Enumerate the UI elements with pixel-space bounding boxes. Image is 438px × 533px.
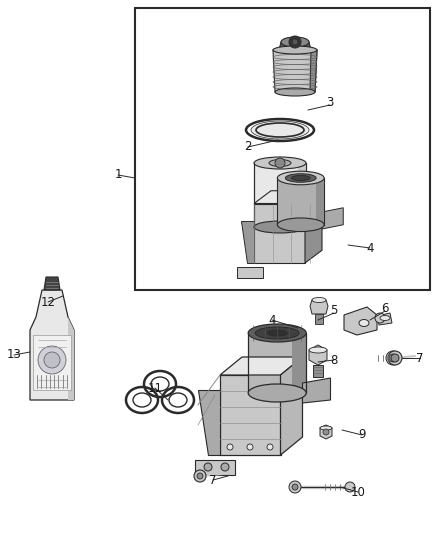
Circle shape — [275, 158, 285, 168]
Text: 11: 11 — [148, 382, 162, 394]
Polygon shape — [273, 50, 317, 92]
Polygon shape — [241, 221, 254, 263]
Ellipse shape — [267, 330, 287, 336]
Polygon shape — [248, 333, 306, 393]
Text: 7: 7 — [416, 351, 424, 365]
Ellipse shape — [269, 159, 291, 166]
Circle shape — [388, 351, 402, 365]
Polygon shape — [277, 178, 324, 225]
Polygon shape — [322, 208, 343, 229]
Circle shape — [292, 39, 298, 45]
Polygon shape — [198, 390, 220, 455]
Polygon shape — [320, 425, 332, 439]
Text: 8: 8 — [330, 353, 338, 367]
Ellipse shape — [277, 171, 324, 185]
Circle shape — [221, 463, 229, 471]
Polygon shape — [195, 460, 235, 475]
Ellipse shape — [133, 393, 151, 407]
Ellipse shape — [320, 426, 332, 430]
Circle shape — [386, 351, 400, 365]
Circle shape — [194, 470, 206, 482]
Ellipse shape — [312, 297, 326, 303]
Polygon shape — [280, 357, 303, 455]
Polygon shape — [30, 290, 74, 400]
Polygon shape — [309, 345, 327, 365]
Polygon shape — [377, 313, 392, 325]
Polygon shape — [310, 50, 317, 92]
Polygon shape — [313, 365, 323, 377]
Circle shape — [345, 482, 355, 492]
Polygon shape — [279, 42, 311, 50]
Polygon shape — [305, 191, 322, 263]
Circle shape — [375, 313, 385, 323]
Ellipse shape — [291, 175, 310, 181]
Circle shape — [323, 429, 329, 435]
Text: 9: 9 — [358, 429, 366, 441]
Ellipse shape — [286, 174, 316, 182]
Polygon shape — [344, 307, 377, 335]
Circle shape — [267, 444, 273, 450]
Ellipse shape — [255, 327, 299, 339]
Ellipse shape — [151, 377, 169, 391]
Ellipse shape — [275, 88, 315, 96]
Text: 7: 7 — [209, 473, 217, 487]
Polygon shape — [68, 317, 74, 400]
Text: 2: 2 — [244, 141, 252, 154]
Ellipse shape — [359, 319, 369, 327]
Circle shape — [247, 444, 253, 450]
Text: 12: 12 — [40, 295, 56, 309]
Polygon shape — [220, 357, 303, 375]
Polygon shape — [316, 178, 324, 225]
Text: 13: 13 — [7, 349, 21, 361]
Circle shape — [289, 481, 301, 493]
Ellipse shape — [254, 157, 306, 169]
Polygon shape — [254, 163, 306, 227]
Circle shape — [197, 473, 203, 479]
Ellipse shape — [248, 324, 306, 342]
Circle shape — [289, 36, 301, 48]
Polygon shape — [254, 191, 322, 204]
Polygon shape — [237, 267, 262, 278]
Circle shape — [204, 463, 212, 471]
Polygon shape — [298, 163, 306, 227]
Circle shape — [227, 444, 233, 450]
Text: 3: 3 — [326, 95, 334, 109]
Text: 4: 4 — [366, 241, 374, 254]
Text: 5: 5 — [330, 303, 338, 317]
Circle shape — [44, 352, 60, 368]
Ellipse shape — [273, 46, 317, 54]
Polygon shape — [44, 277, 60, 290]
Ellipse shape — [251, 121, 309, 139]
Ellipse shape — [254, 221, 306, 233]
Polygon shape — [220, 375, 280, 455]
Text: 6: 6 — [381, 302, 389, 314]
Text: 1: 1 — [114, 168, 122, 182]
Ellipse shape — [248, 384, 306, 402]
Ellipse shape — [309, 347, 327, 353]
Polygon shape — [303, 378, 331, 403]
Polygon shape — [254, 204, 305, 263]
Polygon shape — [315, 314, 323, 324]
Circle shape — [389, 354, 397, 362]
Circle shape — [391, 354, 399, 362]
Polygon shape — [292, 333, 306, 393]
Text: 4: 4 — [268, 313, 276, 327]
Text: 10: 10 — [350, 486, 365, 498]
Ellipse shape — [380, 316, 390, 320]
Polygon shape — [310, 300, 328, 314]
Ellipse shape — [169, 393, 187, 407]
Circle shape — [38, 346, 66, 374]
Ellipse shape — [281, 37, 309, 47]
Polygon shape — [33, 335, 71, 390]
Circle shape — [292, 484, 298, 490]
Ellipse shape — [277, 218, 324, 231]
